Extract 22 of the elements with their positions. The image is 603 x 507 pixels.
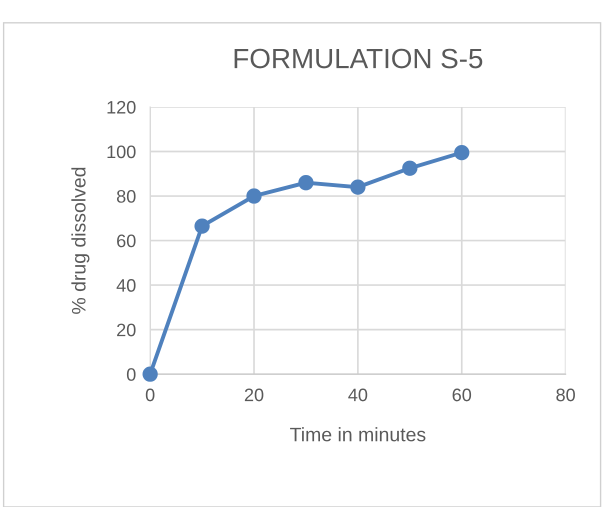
- x-tick-label: 80: [556, 388, 575, 402]
- x-tick-label: 60: [452, 388, 472, 402]
- y-tick-label: 60: [117, 234, 136, 248]
- y-tick-label: 120: [108, 100, 136, 114]
- x-axis-title: Time in minutes: [290, 427, 426, 442]
- y-tick-label: 0: [126, 368, 136, 381]
- point: [298, 175, 314, 190]
- point: [246, 188, 262, 204]
- y-axis-title: % drug dissolved: [71, 168, 90, 314]
- point: [350, 179, 366, 195]
- point: [142, 366, 158, 382]
- y-tick-label: 20: [117, 324, 136, 336]
- x-tick-label: 20: [244, 388, 264, 402]
- point: [194, 218, 210, 234]
- chart-title: FORMULATION S-5: [234, 48, 482, 68]
- y-tick-label: 40: [116, 279, 136, 292]
- y-tick-label: 80: [116, 190, 136, 203]
- point: [402, 160, 418, 176]
- y-tick-label: 100: [108, 145, 136, 158]
- x-tick-label: 0: [146, 388, 154, 402]
- point: [454, 144, 470, 160]
- x-tick-label: 40: [348, 388, 368, 402]
